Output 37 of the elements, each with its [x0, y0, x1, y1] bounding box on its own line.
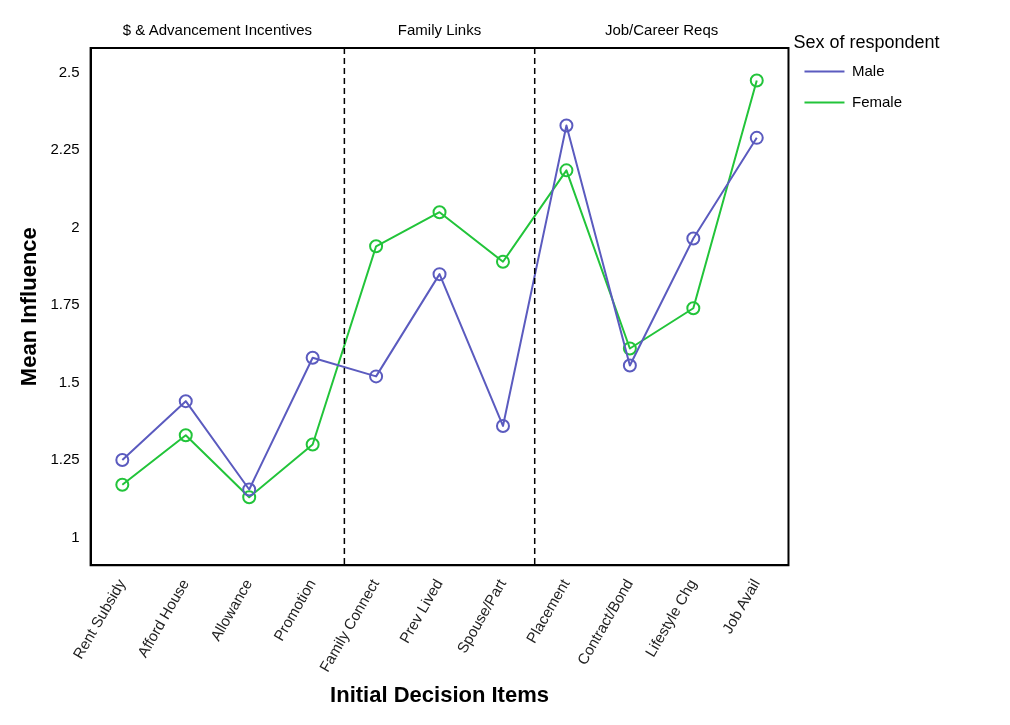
point — [369, 239, 384, 254]
point — [115, 477, 130, 492]
text: $ & Advancement Incentives — [122, 20, 313, 38]
y-tick-label: 1.5 — [58, 372, 80, 390]
point — [559, 163, 574, 178]
point — [305, 437, 320, 452]
x-axis-title: Initial Decision Items — [330, 681, 549, 707]
point — [495, 418, 510, 433]
point — [495, 254, 510, 269]
point — [749, 73, 764, 88]
point — [178, 394, 193, 409]
y-tick-label: 1.25 — [50, 450, 80, 468]
y-tick-label: 2.5 — [58, 62, 80, 80]
text: Family Links — [397, 20, 482, 38]
legend-label: Female — [851, 92, 903, 110]
y-tick-label: 1.75 — [50, 295, 80, 313]
y-tick-label: 1 — [71, 527, 80, 545]
point — [178, 428, 193, 443]
text: Job/Career Reqs — [604, 20, 719, 38]
legend-title: Sex of respondent — [793, 31, 940, 52]
y-axis-title: Mean Influence — [16, 227, 42, 387]
point — [242, 490, 257, 505]
point — [432, 267, 447, 282]
point — [686, 301, 701, 316]
point — [749, 130, 764, 145]
y-tick-label: 2.25 — [50, 140, 80, 158]
legend-label: Male — [851, 61, 885, 79]
point — [115, 453, 130, 468]
y-tick-label: 2 — [71, 217, 80, 235]
point — [559, 118, 574, 133]
point — [432, 205, 447, 220]
point — [305, 350, 320, 365]
point — [622, 341, 637, 356]
point — [369, 369, 384, 384]
point — [686, 231, 701, 246]
point — [622, 358, 637, 373]
point — [242, 482, 257, 497]
